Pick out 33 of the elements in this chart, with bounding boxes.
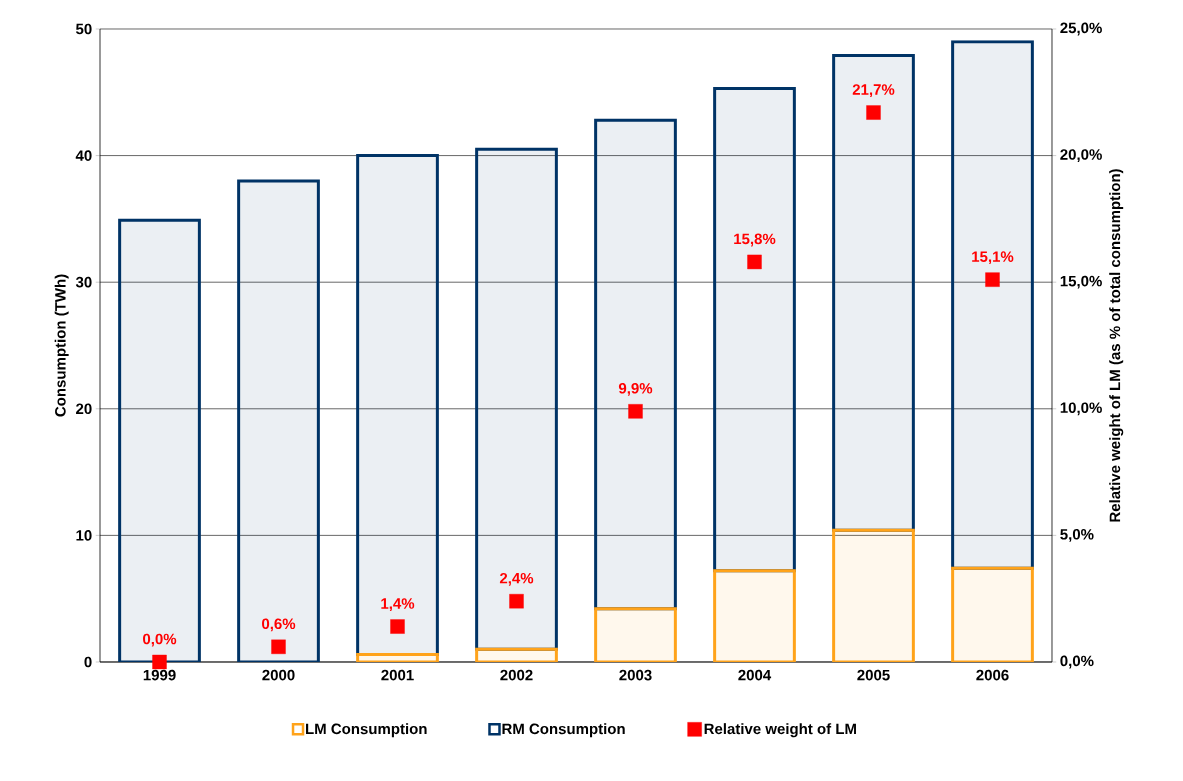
data-label: 2,4% bbox=[499, 572, 534, 586]
x-tick-label: 2006 bbox=[976, 669, 1009, 681]
y-tick-label: 0 bbox=[84, 656, 92, 668]
y2-axis-title: Relative weight of LM (as % of total consumption) bbox=[1109, 169, 1124, 522]
x-tick-label: 2000 bbox=[262, 669, 295, 681]
y2-tick-label: 25,0% bbox=[1060, 22, 1102, 36]
y2-tick-label: 15,0% bbox=[1060, 275, 1102, 289]
x-tick-label: 2004 bbox=[738, 669, 772, 681]
x-tick-label: 2003 bbox=[619, 669, 652, 681]
legend-label: RM Consumption bbox=[502, 723, 625, 738]
y2-tick-label: 20,0% bbox=[1060, 149, 1102, 162]
data-label: 0,6% bbox=[262, 618, 296, 632]
legend-label: Relative weight of LM bbox=[704, 723, 856, 738]
data-label: 0,0% bbox=[143, 633, 177, 647]
y2-tick-label: 5,0% bbox=[1060, 528, 1094, 542]
y-axis-title: Consumption (TWh) bbox=[54, 274, 69, 417]
x-tick-label: 2002 bbox=[500, 669, 533, 681]
y-tick-label: 50 bbox=[75, 23, 92, 35]
x-tick-label: 1999 bbox=[143, 669, 176, 681]
y2-tick-label: 0,0% bbox=[1060, 655, 1094, 669]
x-tick-label: 2001 bbox=[381, 669, 414, 681]
y-tick-label: 10 bbox=[76, 530, 92, 541]
y-tick-label: 20 bbox=[76, 403, 92, 415]
data-label: 1,4% bbox=[381, 598, 415, 611]
data-label: 15,1% bbox=[972, 251, 1014, 265]
legend-label: LM Consumption bbox=[306, 723, 427, 738]
data-label: 21,7% bbox=[852, 84, 895, 98]
y2-tick-label: 10,0% bbox=[1060, 402, 1102, 416]
y-tick-label: 30 bbox=[75, 276, 92, 288]
data-label: 15,8% bbox=[734, 233, 776, 247]
y-tick-label: 40 bbox=[75, 150, 92, 161]
data-label: 9,9% bbox=[618, 382, 653, 396]
x-tick-label: 2005 bbox=[857, 669, 890, 681]
